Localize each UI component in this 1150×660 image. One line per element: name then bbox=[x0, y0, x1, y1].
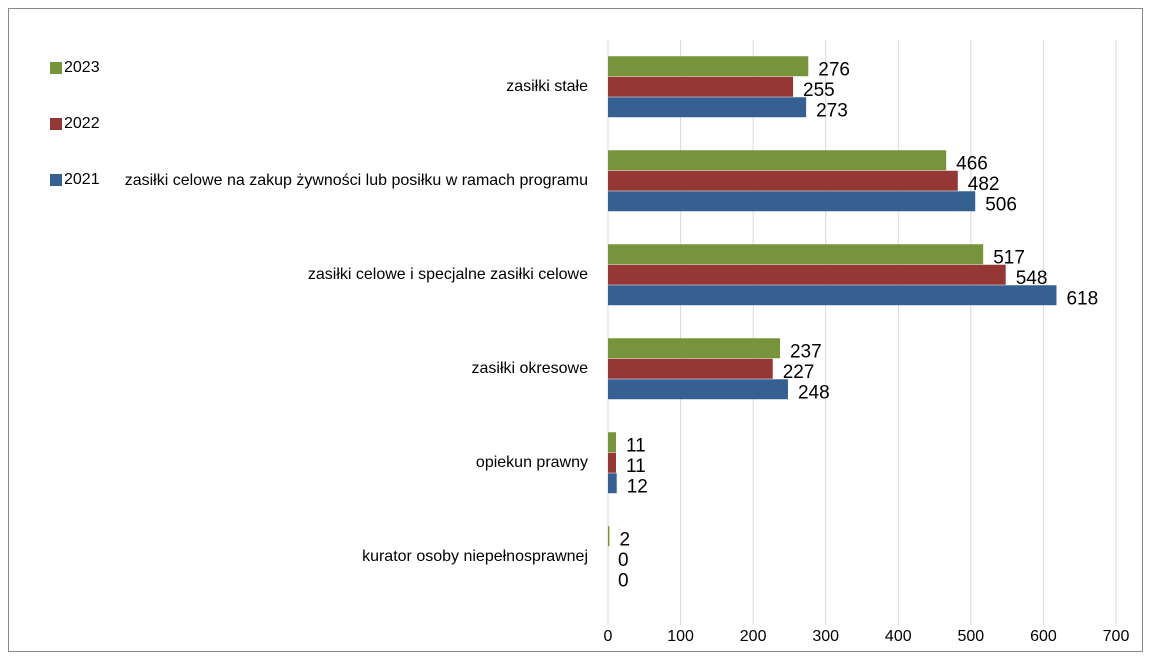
category-label-wrap: zasiłki celowe i specjalne zasiłki celow… bbox=[110, 245, 588, 305]
data-label: 255 bbox=[803, 80, 835, 101]
data-label: 517 bbox=[993, 248, 1025, 269]
data-label: 0 bbox=[618, 550, 629, 571]
bar bbox=[608, 76, 794, 97]
data-label: 506 bbox=[985, 195, 1017, 216]
y-tick-label: zasiłki okresowe bbox=[471, 360, 588, 377]
x-tick-label: 700 bbox=[1103, 628, 1130, 645]
bar bbox=[608, 379, 788, 400]
bar bbox=[608, 97, 807, 118]
data-label: 2 bbox=[619, 530, 630, 551]
category-label-wrap: zasiłki celowe na zakup żywności lub pos… bbox=[110, 151, 588, 211]
data-label: 276 bbox=[818, 60, 850, 81]
data-label: 273 bbox=[816, 101, 848, 122]
data-label: 11 bbox=[626, 456, 646, 477]
data-label: 248 bbox=[798, 383, 830, 404]
x-tick-label: 200 bbox=[740, 628, 767, 645]
x-tick-label: 300 bbox=[812, 628, 839, 645]
x-tick-label: 600 bbox=[1030, 628, 1057, 645]
data-label: 548 bbox=[1016, 268, 1048, 289]
data-label: 227 bbox=[783, 362, 815, 383]
bar bbox=[608, 285, 1057, 306]
data-label: 237 bbox=[790, 342, 822, 363]
bar bbox=[608, 264, 1006, 285]
x-tick-label: 400 bbox=[885, 628, 912, 645]
y-tick-label: zasiłki celowe na zakup żywności lub pos… bbox=[124, 172, 588, 189]
bar bbox=[608, 526, 610, 547]
data-label: 482 bbox=[968, 174, 1000, 195]
y-tick-label: zasiłki stałe bbox=[506, 78, 588, 95]
category-label-wrap: zasiłki okresowe bbox=[110, 339, 588, 399]
bar bbox=[608, 358, 773, 379]
y-tick-label: opiekun prawny bbox=[475, 454, 588, 471]
category-label-box: zasiłki celowe i specjalne zasiłki celow… bbox=[110, 245, 588, 305]
legend-label: 2023 bbox=[64, 59, 100, 76]
bar bbox=[608, 473, 617, 494]
data-label: 12 bbox=[627, 477, 648, 498]
data-label: 466 bbox=[956, 154, 988, 175]
data-label: 11 bbox=[626, 436, 646, 457]
category-label-wrap: kurator osoby niepełnosprawnej bbox=[110, 527, 588, 587]
category-label-box: kurator osoby niepełnosprawnej bbox=[110, 527, 588, 587]
category-label-wrap: opiekun prawny bbox=[110, 433, 588, 493]
category-label-wrap: zasiłki stałe bbox=[110, 57, 588, 117]
legend-label: 2022 bbox=[64, 115, 100, 132]
bar bbox=[608, 452, 616, 473]
bar bbox=[608, 56, 809, 77]
legend-label: 2021 bbox=[64, 171, 100, 188]
x-tick-label: 500 bbox=[958, 628, 985, 645]
bar bbox=[608, 170, 958, 191]
chart-border bbox=[8, 8, 1143, 652]
legend-swatch bbox=[50, 118, 62, 130]
x-tick-label: 0 bbox=[604, 628, 613, 645]
bar bbox=[608, 150, 947, 171]
bar bbox=[608, 338, 780, 359]
category-label-box: zasiłki okresowe bbox=[110, 339, 588, 399]
bar bbox=[608, 432, 616, 453]
legend-swatch bbox=[50, 174, 62, 186]
category-label-box: zasiłki stałe bbox=[110, 57, 588, 117]
data-label: 0 bbox=[618, 571, 629, 592]
y-tick-label: kurator osoby niepełnosprawnej bbox=[362, 548, 588, 565]
category-label-box: zasiłki celowe na zakup żywności lub pos… bbox=[110, 151, 588, 211]
y-tick-label: zasiłki celowe i specjalne zasiłki celow… bbox=[307, 266, 588, 283]
bar bbox=[608, 244, 984, 265]
bar bbox=[608, 191, 976, 212]
data-label: 618 bbox=[1066, 289, 1098, 310]
category-label-box: opiekun prawny bbox=[110, 433, 588, 493]
legend-swatch bbox=[50, 62, 62, 74]
x-tick-label: 100 bbox=[667, 628, 694, 645]
